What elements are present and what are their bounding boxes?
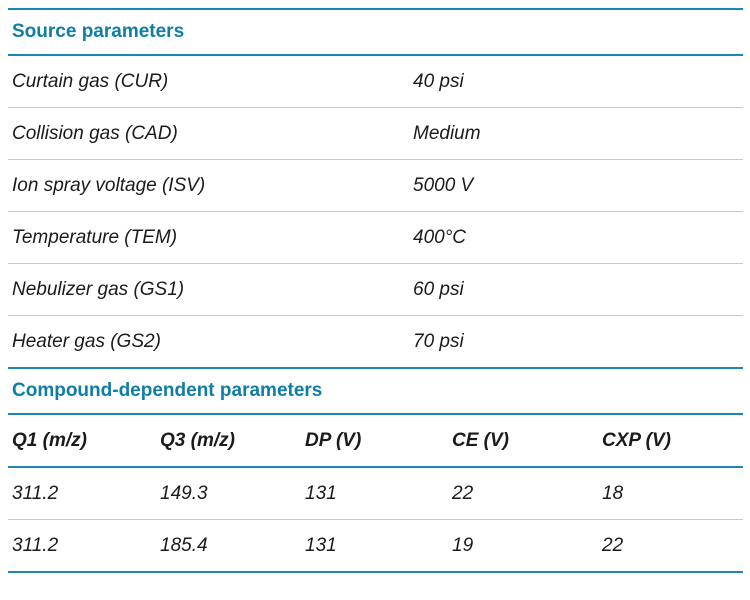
param-label: Curtain gas (CUR) [12, 70, 169, 92]
param-row-nebulizer-gas: Nebulizer gas (GS1) 60 psi [8, 263, 743, 315]
cell-cxp: 18 [602, 482, 624, 504]
param-row-curtain-gas: Curtain gas (CUR) 40 psi [8, 56, 743, 107]
compound-section-top-rule [8, 367, 743, 369]
source-section-title: Source parameters [12, 21, 185, 42]
compound-section-title: Compound-dependent parameters [12, 380, 323, 401]
cell-cxp: 22 [602, 534, 624, 556]
compound-header-top-rule [8, 413, 743, 415]
page: Source parameters Curtain gas (CUR) 40 p… [0, 8, 750, 600]
param-row-ion-spray-voltage: Ion spray voltage (ISV) 5000 V [8, 159, 743, 211]
column-header-q1: Q1 (m/z) [12, 429, 87, 451]
compound-header-bottom-rule [8, 466, 743, 468]
source-header-rule [8, 54, 743, 56]
parameters-table: Source parameters Curtain gas (CUR) 40 p… [8, 8, 743, 573]
param-label: Ion spray voltage (ISV) [12, 174, 206, 196]
cell-q3: 185.4 [160, 534, 208, 556]
param-value: 70 psi [413, 330, 464, 352]
cell-q3: 149.3 [160, 482, 208, 504]
param-value: 60 psi [413, 278, 464, 300]
compound-column-header-row: Q1 (m/z) Q3 (m/z) DP (V) CE (V) CXP (V) [8, 415, 743, 466]
param-label: Temperature (TEM) [12, 226, 178, 248]
column-header-dp: DP (V) [305, 429, 362, 451]
param-label: Nebulizer gas (GS1) [12, 278, 185, 300]
cell-ce: 22 [452, 482, 474, 504]
param-value: 400°C [413, 226, 467, 248]
column-header-cxp: CXP (V) [602, 429, 671, 451]
cell-q1: 311.2 [12, 534, 59, 556]
cell-dp: 131 [305, 534, 337, 556]
column-header-q3: Q3 (m/z) [160, 429, 235, 451]
param-label: Heater gas (GS2) [12, 330, 161, 352]
compound-data-row-1: 311.2 149.3 131 22 18 [8, 468, 743, 519]
param-row-collision-gas: Collision gas (CAD) Medium [8, 107, 743, 159]
param-label: Collision gas (CAD) [12, 122, 178, 144]
top-rule [8, 8, 743, 10]
param-row-temperature: Temperature (TEM) 400°C [8, 211, 743, 263]
param-value: 40 psi [413, 70, 464, 92]
param-row-heater-gas: Heater gas (GS2) 70 psi [8, 315, 743, 367]
cell-dp: 131 [305, 482, 337, 504]
param-value: Medium [413, 122, 481, 144]
cell-q1: 311.2 [12, 482, 59, 504]
column-header-ce: CE (V) [452, 429, 509, 451]
param-value: 5000 V [413, 174, 474, 196]
compound-data-row-2: 311.2 185.4 131 19 22 [8, 519, 743, 571]
cell-ce: 19 [452, 534, 474, 556]
bottom-rule [8, 571, 743, 573]
